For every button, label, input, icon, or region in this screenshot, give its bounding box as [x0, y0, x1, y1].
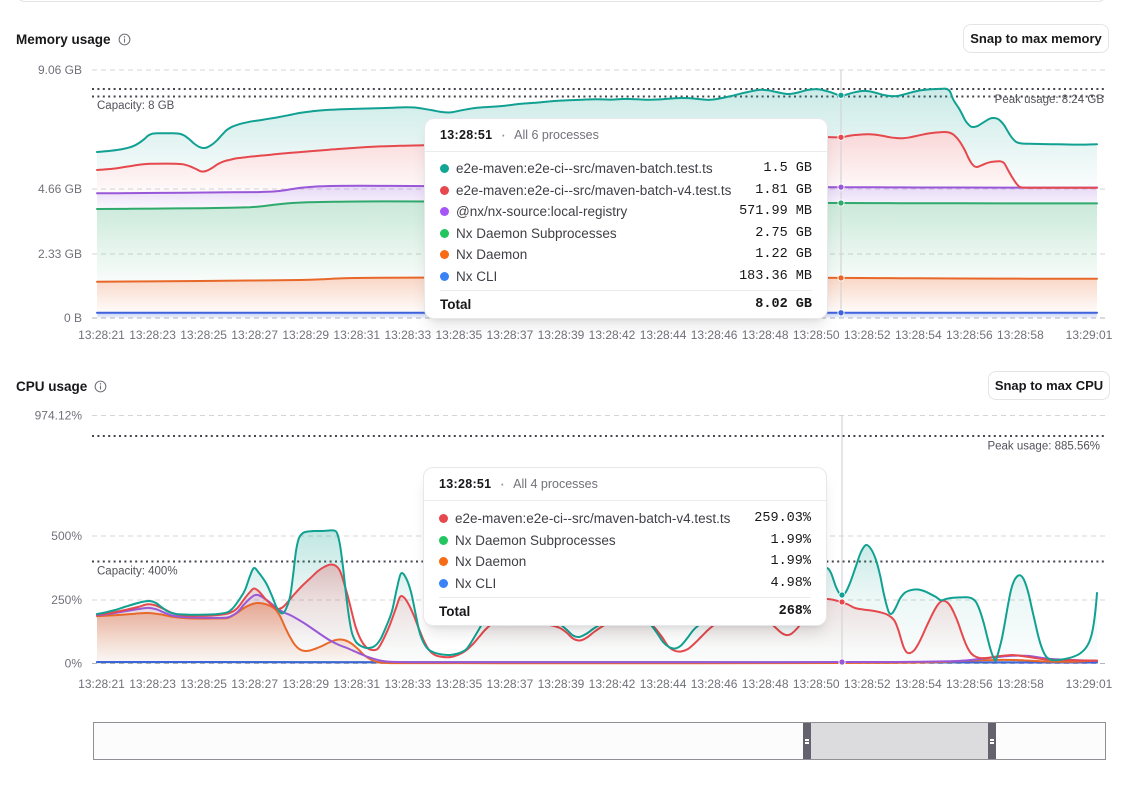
svg-text:13:28:50: 13:28:50: [793, 328, 840, 342]
svg-text:13:28:50: 13:28:50: [793, 677, 840, 691]
svg-text:Peak usage: 885.56%: Peak usage: 885.56%: [987, 441, 1100, 453]
svg-text:13:28:31: 13:28:31: [333, 328, 380, 342]
svg-text:13:28:58: 13:28:58: [997, 677, 1044, 691]
svg-text:13:28:29: 13:28:29: [282, 677, 329, 691]
svg-text:13:28:54: 13:28:54: [895, 328, 942, 342]
svg-text:13:28:37: 13:28:37: [487, 328, 534, 342]
svg-text:13:29:01: 13:29:01: [1066, 328, 1113, 342]
svg-text:Peak usage: 8.24 GB: Peak usage: 8.24 GB: [995, 94, 1105, 106]
svg-text:0%: 0%: [65, 657, 83, 671]
svg-text:13:28:48: 13:28:48: [742, 677, 789, 691]
svg-text:13:28:31: 13:28:31: [333, 677, 380, 691]
svg-text:13:28:39: 13:28:39: [538, 328, 585, 342]
svg-text:13:28:33: 13:28:33: [384, 677, 431, 691]
svg-text:13:28:39: 13:28:39: [538, 677, 585, 691]
svg-text:13:28:46: 13:28:46: [691, 677, 738, 691]
svg-text:Capacity: 8 GB: Capacity: 8 GB: [97, 100, 175, 112]
svg-text:13:28:58: 13:28:58: [997, 328, 1044, 342]
svg-text:13:28:27: 13:28:27: [231, 328, 278, 342]
svg-text:13:29:01: 13:29:01: [1066, 677, 1113, 691]
svg-text:500%: 500%: [51, 529, 82, 543]
svg-text:13:28:56: 13:28:56: [946, 677, 993, 691]
svg-text:13:28:23: 13:28:23: [129, 328, 176, 342]
svg-text:13:28:25: 13:28:25: [180, 677, 227, 691]
svg-text:9.06 GB: 9.06 GB: [38, 63, 82, 77]
svg-text:250%: 250%: [51, 593, 82, 607]
svg-text:Capacity: 400%: Capacity: 400%: [97, 566, 178, 578]
svg-text:13:28:35: 13:28:35: [435, 328, 482, 342]
svg-text:13:28:35: 13:28:35: [435, 677, 482, 691]
svg-text:0 B: 0 B: [64, 311, 82, 325]
svg-text:13:28:46: 13:28:46: [691, 328, 738, 342]
svg-text:13:28:54: 13:28:54: [895, 677, 942, 691]
svg-text:974.12%: 974.12%: [35, 409, 83, 423]
svg-text:13:28:23: 13:28:23: [129, 677, 176, 691]
svg-text:13:28:21: 13:28:21: [78, 328, 125, 342]
svg-text:13:28:37: 13:28:37: [487, 677, 534, 691]
svg-text:13:28:27: 13:28:27: [231, 677, 278, 691]
svg-text:13:28:29: 13:28:29: [282, 328, 329, 342]
svg-text:13:28:33: 13:28:33: [384, 328, 431, 342]
svg-text:13:28:44: 13:28:44: [640, 328, 687, 342]
svg-text:4.66 GB: 4.66 GB: [38, 182, 82, 196]
svg-text:13:28:42: 13:28:42: [589, 328, 636, 342]
svg-text:13:28:21: 13:28:21: [78, 677, 125, 691]
svg-text:13:28:56: 13:28:56: [946, 328, 993, 342]
svg-text:13:28:42: 13:28:42: [589, 677, 636, 691]
svg-text:13:28:44: 13:28:44: [640, 677, 687, 691]
svg-text:13:28:52: 13:28:52: [844, 328, 891, 342]
svg-text:2.33 GB: 2.33 GB: [38, 247, 82, 261]
svg-text:13:28:48: 13:28:48: [742, 328, 789, 342]
svg-text:13:28:52: 13:28:52: [844, 677, 891, 691]
svg-text:13:28:25: 13:28:25: [180, 328, 227, 342]
